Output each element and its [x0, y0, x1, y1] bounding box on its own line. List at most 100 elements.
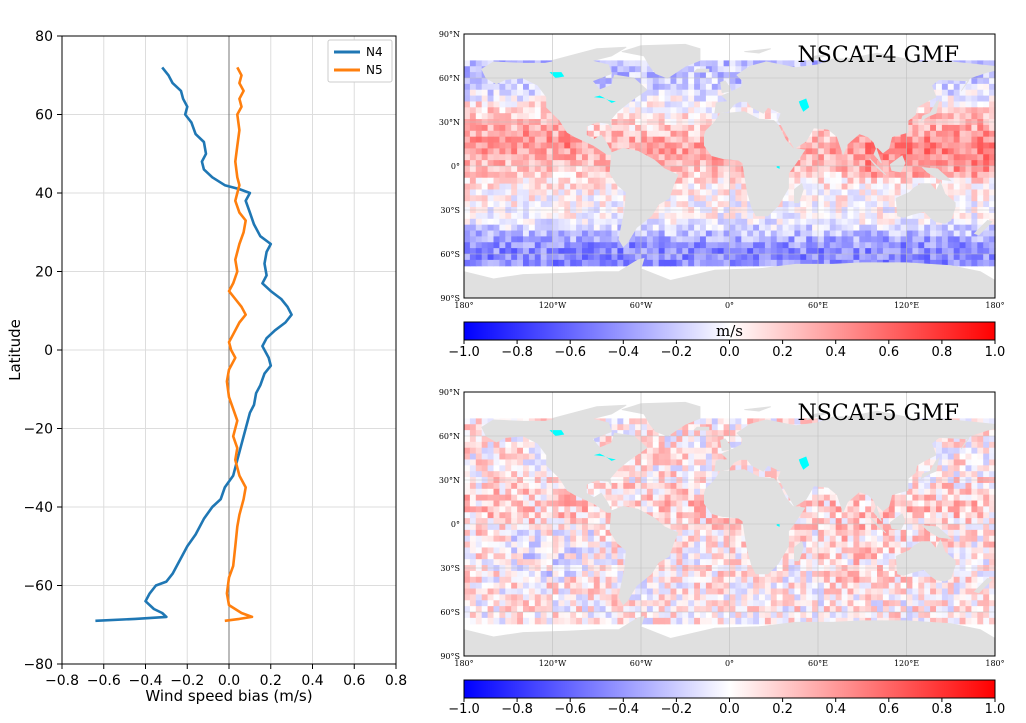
bias-cell [700, 248, 707, 255]
bias-cell [829, 218, 837, 226]
bias-cell [558, 195, 565, 202]
bias-cell [871, 236, 878, 243]
x-tick-label: 0.4 [301, 673, 323, 689]
bias-cell [882, 207, 890, 214]
bias-cell [576, 201, 583, 208]
bias-cell [918, 154, 925, 161]
bias-cell [794, 207, 801, 214]
bias-cell [658, 212, 666, 220]
bias-cell [523, 259, 530, 267]
bias-cell [847, 166, 854, 173]
bias-cell [499, 154, 506, 161]
bias-cell [688, 189, 695, 196]
bias-cell [688, 477, 695, 484]
bias-cell [953, 195, 961, 202]
bias-cell [694, 518, 701, 525]
bias-cell [847, 506, 854, 513]
bias-cell [847, 195, 854, 202]
bias-cell [977, 207, 984, 214]
colorbar-tick-label: 1.0 [985, 345, 1006, 360]
bias-cell [788, 177, 795, 185]
bias-cell [705, 230, 713, 237]
bias-cell [464, 101, 471, 108]
y-tick-label: 40 [35, 186, 53, 202]
bias-cell [829, 177, 837, 185]
bias-cell [481, 471, 489, 478]
bias-cell [611, 207, 618, 214]
bias-cell [694, 418, 701, 425]
bias-cell [723, 236, 731, 243]
bias-cell [823, 230, 831, 237]
bias-cell [912, 177, 919, 185]
bias-cell [770, 236, 778, 243]
bias-cell [812, 506, 819, 513]
bias-cell [611, 66, 618, 73]
bias-cell [741, 177, 748, 185]
bias-cell [717, 236, 725, 243]
bias-cell [823, 488, 831, 496]
bias-cell [865, 242, 872, 249]
bias-cell [481, 166, 489, 173]
bias-cell [723, 254, 731, 261]
bias-cell [829, 506, 837, 513]
bias-cell [481, 506, 489, 513]
map-title: NSCAT-4 GMF [798, 43, 959, 68]
bias-cell [741, 259, 748, 267]
bias-cell [481, 124, 489, 132]
bias-cell [481, 212, 489, 220]
bias-cell [475, 195, 483, 202]
bias-cell [475, 66, 483, 73]
bias-cell [481, 83, 489, 91]
bias-cell [641, 242, 648, 249]
bias-cell [812, 142, 819, 149]
bias-cell [747, 418, 754, 425]
bias-cell [635, 494, 642, 502]
bias-cell [517, 471, 524, 478]
bias-cell [700, 124, 707, 132]
bias-cell [635, 418, 642, 425]
bias-cell [540, 142, 548, 149]
bias-cell [682, 482, 689, 490]
bias-cell [664, 500, 672, 507]
bias-cell [646, 78, 654, 85]
colorbar-tick-label: 0.6 [878, 345, 899, 360]
bias-cell [977, 488, 984, 496]
bias-cell [735, 83, 742, 91]
bias-cell [977, 183, 984, 191]
bias-cell [906, 218, 913, 226]
bias-cell [841, 230, 849, 237]
bias-cell [759, 259, 766, 267]
bias-cell [582, 195, 589, 202]
bias-cell [812, 494, 819, 502]
bias-cell [493, 224, 500, 232]
bias-cell [941, 95, 949, 103]
bias-cell [635, 248, 642, 255]
bias-cell [517, 177, 524, 185]
bias-cell [664, 494, 672, 502]
bias-cell [629, 142, 636, 149]
bias-cell [646, 248, 654, 255]
bias-cell [965, 160, 972, 167]
bias-cell [823, 254, 831, 261]
bias-cell [493, 512, 500, 519]
bias-cell [641, 101, 648, 108]
bias-cell [888, 506, 896, 513]
bias-cell [646, 218, 654, 226]
bias-cell [705, 183, 713, 191]
bias-cell [487, 488, 495, 496]
bias-cell [464, 142, 471, 149]
bias-cell [688, 242, 695, 249]
bias-cell [646, 107, 654, 114]
bias-cell [475, 166, 483, 173]
map-lat-label: 90°S [440, 294, 460, 303]
bias-cell [823, 154, 831, 161]
bias-cell [623, 424, 630, 431]
bias-cell [534, 89, 542, 97]
bias-cell [888, 154, 896, 161]
bias-cell [635, 107, 642, 114]
bias-cell [729, 465, 736, 472]
bias-cell [818, 154, 825, 161]
bias-cell [800, 166, 807, 173]
bias-cell [700, 512, 707, 519]
bias-cell [528, 259, 536, 267]
